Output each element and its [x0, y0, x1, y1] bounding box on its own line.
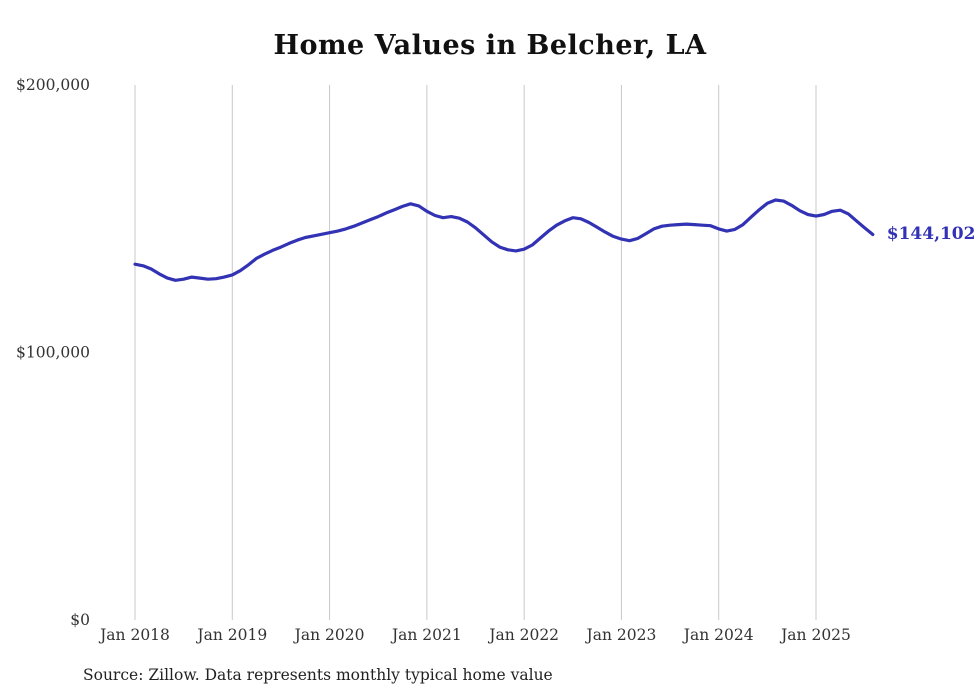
y-tick-label: $200,000 [16, 76, 90, 94]
y-tick-label: $0 [70, 611, 90, 629]
x-tick-label: Jan 2018 [98, 626, 170, 644]
x-tick-label: Jan 2025 [779, 626, 851, 644]
chart-title: Home Values in Belcher, LA [273, 30, 707, 61]
home-value-line [133, 198, 875, 282]
x-tick-label: Jan 2022 [487, 626, 559, 644]
source-note: Source: Zillow. Data represents monthly … [83, 666, 553, 684]
x-tick-label: Jan 2019 [195, 626, 267, 644]
latest-value-label: $144,102 [886, 223, 976, 244]
x-tick-label: Jan 2020 [293, 626, 365, 644]
x-tick-label: Jan 2021 [390, 626, 462, 644]
y-tick-label: $100,000 [16, 344, 90, 362]
x-tick-label: Jan 2024 [682, 626, 754, 644]
x-tick-label: Jan 2023 [585, 626, 657, 644]
